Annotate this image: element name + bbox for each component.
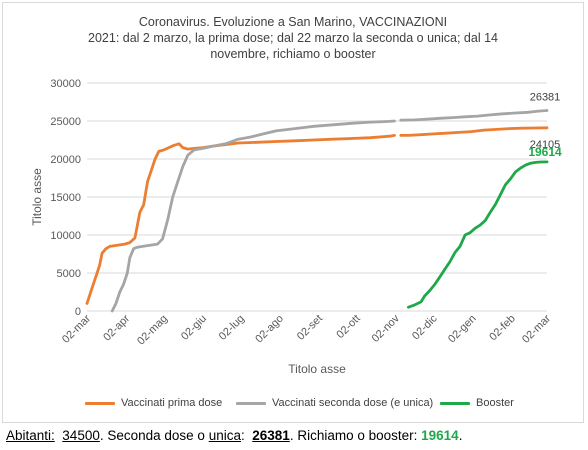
- legend-swatch-booster: [440, 401, 470, 405]
- footer-label-booster: . Richiamo o booster:: [289, 428, 418, 443]
- x-tick-label: 02-feb: [487, 313, 518, 344]
- y-tick-label: 5000: [57, 268, 81, 280]
- footer-period: .: [458, 428, 463, 443]
- legend-item-seconda-dose: Vaccinati seconda dose (e unica): [236, 397, 433, 409]
- x-tick-label: 02-ott: [334, 313, 362, 341]
- legend-label-seconda-dose: Vaccinati seconda dose (e unica): [272, 397, 434, 409]
- x-tick-label: 02-set: [295, 313, 325, 343]
- legend-label-prima-dose: Vaccinati prima dose: [121, 397, 223, 409]
- y-tick-label: 0: [75, 306, 81, 318]
- series-line-booster: [406, 160, 549, 309]
- footer-label-abitanti: Abitanti:: [6, 428, 55, 443]
- x-tick-label: 02-nov: [370, 312, 403, 345]
- data-label-prima-dose: 24105: [530, 139, 561, 151]
- chart-frame: Coronavirus. Evoluzione a San Marino, VA…: [2, 2, 584, 423]
- footer-unica: unica: [208, 428, 241, 443]
- legend-label-booster: Booster: [476, 397, 514, 409]
- x-tick-label: 02-dic: [410, 312, 440, 342]
- x-tick-label: 02-lug: [217, 313, 247, 343]
- x-tick-label: 02-apr: [101, 312, 132, 343]
- y-tick-label: 10000: [50, 230, 81, 242]
- y-axis-title: Titolo asse: [30, 168, 44, 226]
- x-tick-label: 02-giu: [179, 313, 209, 343]
- legend-swatch-prima-dose: [85, 401, 115, 405]
- data-label-booster: 19614: [528, 145, 562, 159]
- series-line-seconda-dose: [399, 109, 549, 122]
- footer-abitanti-value: 34500: [62, 428, 100, 443]
- footer-summary: Abitanti: 34500. Seconda dose o unica: 2…: [6, 428, 462, 443]
- legend-swatch-seconda-dose: [236, 401, 266, 405]
- chart-title-line-1: Coronavirus. Evoluzione a San Marino, VA…: [138, 15, 448, 29]
- y-tick-label: 30000: [50, 78, 81, 90]
- series-line-prima-dose: [85, 133, 396, 305]
- footer-label-seconda: . Seconda dose o: [99, 428, 205, 443]
- x-tick-label: 02-ago: [253, 313, 286, 346]
- x-tick-label: 02-mar: [520, 312, 553, 345]
- chart-plot: 0 5000 10000 15000 20000 25000 30000 02-mar 02-a…: [30, 78, 562, 376]
- data-label-seconda-dose: 26381: [530, 92, 561, 104]
- footer-seconda-value: 26381: [252, 428, 290, 443]
- x-tick-label: 02-mag: [135, 313, 170, 348]
- series-line-prima-dose: [399, 126, 549, 137]
- chart-title-line-3: novembre, richiamo o booster: [210, 47, 376, 61]
- x-tick-label: 02-gen: [446, 313, 479, 346]
- x-axis-title: Titolo asse: [288, 362, 346, 376]
- legend-item-prima-dose: Vaccinati prima dose: [85, 397, 222, 409]
- chart-title-line-2: 2021: dal 2 marzo, la prima dose; dal 22…: [88, 31, 498, 45]
- footer-colon: :: [240, 428, 245, 443]
- legend-item-booster: Booster: [440, 397, 514, 409]
- y-tick-label: 25000: [50, 116, 81, 128]
- footer-booster-value: 19614: [421, 428, 459, 443]
- y-tick-label: 15000: [50, 192, 81, 204]
- series-line-seconda-dose: [110, 119, 396, 313]
- y-tick-label: 20000: [50, 154, 81, 166]
